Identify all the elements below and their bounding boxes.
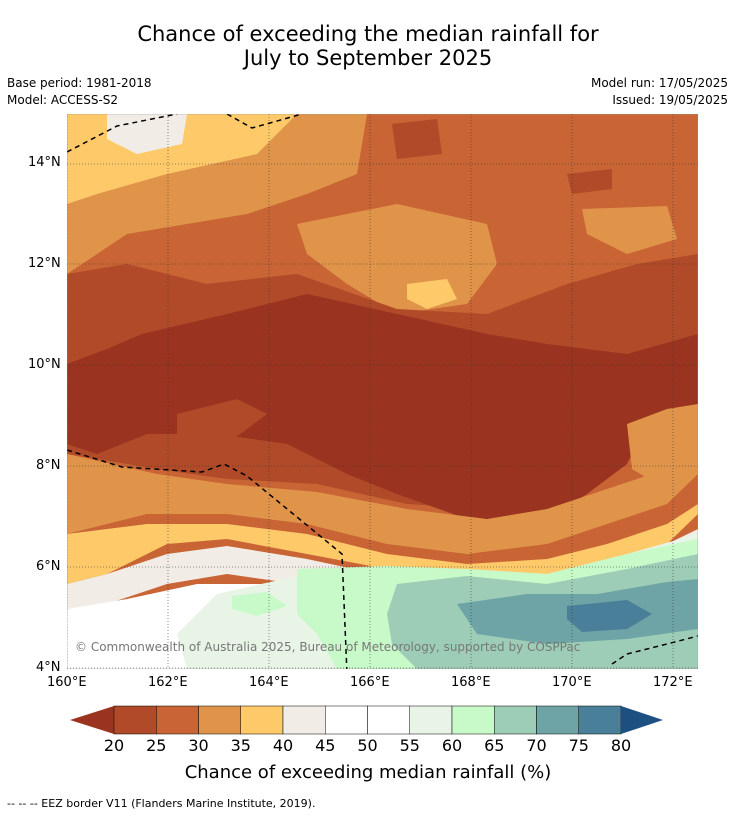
colorbar-over-arrow [621, 706, 663, 734]
colorbar-segment [494, 705, 537, 735]
lon-tick-172: 172°E [653, 675, 693, 690]
rainfall-map [67, 114, 698, 669]
colorbar-tick-label: 30 [188, 736, 209, 755]
region-25-pocket [177, 399, 267, 444]
copyright-notice: © Commonwealth of Australia 2025, Bureau… [75, 640, 581, 654]
colorbar-under-arrow [70, 706, 114, 734]
colorbar-tick-label: 40 [272, 736, 294, 755]
map-title-line2: July to September 2025 [243, 46, 493, 70]
lon-tick-160: 160°E [47, 675, 87, 690]
region-65-west [232, 592, 287, 616]
colorbar-segment [240, 705, 284, 735]
colorbar-segment [113, 705, 157, 735]
lon-tick-170: 170°E [552, 675, 592, 690]
colorbar-segment [409, 705, 453, 735]
region-35-east [582, 206, 677, 254]
colorbar-tick-label: 65 [484, 736, 505, 755]
model-name: Model: ACCESS-S2 [7, 93, 119, 107]
region-40-central [407, 279, 457, 309]
base-period: Base period: 1981-2018 [7, 76, 152, 90]
colorbar-tick-label: 70 [526, 736, 547, 755]
eez-border [67, 114, 698, 669]
colorbar-segment [282, 705, 326, 735]
colorbar-segment [578, 705, 622, 735]
region-25-northeast [567, 169, 612, 194]
lon-tick-168: 168°E [451, 675, 491, 690]
colorbar-segment [325, 705, 368, 735]
graticule [67, 114, 698, 669]
colorbar-tick-label: 50 [357, 736, 378, 755]
colorbar-segments [113, 705, 622, 735]
colorbar-tick-label: 45 [315, 736, 336, 755]
colorbar-tick-label: 25 [146, 736, 167, 755]
colorbar [70, 705, 663, 735]
colorbar-segment [367, 705, 410, 735]
lat-tick-12: 12°N [28, 256, 61, 271]
lon-tick-162: 162°E [148, 675, 188, 690]
colorbar-tick-label: 55 [399, 736, 420, 755]
colorbar-segment [451, 705, 495, 735]
lat-tick-14: 14°N [28, 155, 61, 170]
lon-tick-166: 166°E [350, 675, 390, 690]
colorbar-tick-label: 60 [441, 736, 463, 755]
colorbar-segment [156, 705, 199, 735]
map-title-line1: Chance of exceeding the median rainfall … [137, 22, 599, 46]
eez-footnote: -- -- -- EEZ border V11 (Flanders Marine… [7, 797, 316, 810]
lat-tick-10: 10°N [28, 357, 61, 372]
colorbar-segment [536, 705, 579, 735]
colorbar-label: Chance of exceeding median rainfall (%) [184, 762, 552, 783]
lat-tick-4: 4°N [36, 660, 61, 675]
lat-tick-8: 8°N [36, 458, 61, 473]
region-35-band [67, 454, 698, 554]
region-20-core [67, 294, 698, 524]
colorbar-segment [198, 705, 241, 735]
region-80 [567, 600, 652, 632]
region-35-southeast [627, 404, 698, 484]
region-25-north [392, 119, 442, 159]
issued-date: Issued: 19/05/2025 [612, 93, 728, 107]
colorbar-tick-label: 20 [103, 736, 125, 755]
colorbar-tick-label: 80 [610, 736, 632, 755]
model-run: Model run: 17/05/2025 [590, 76, 728, 90]
colorbar-tick-label: 75 [568, 736, 589, 755]
lat-tick-6: 6°N [36, 559, 61, 574]
region-40-band [67, 504, 698, 584]
lon-tick-164: 164°E [249, 675, 289, 690]
colorbar-tick-label: 35 [230, 736, 251, 755]
